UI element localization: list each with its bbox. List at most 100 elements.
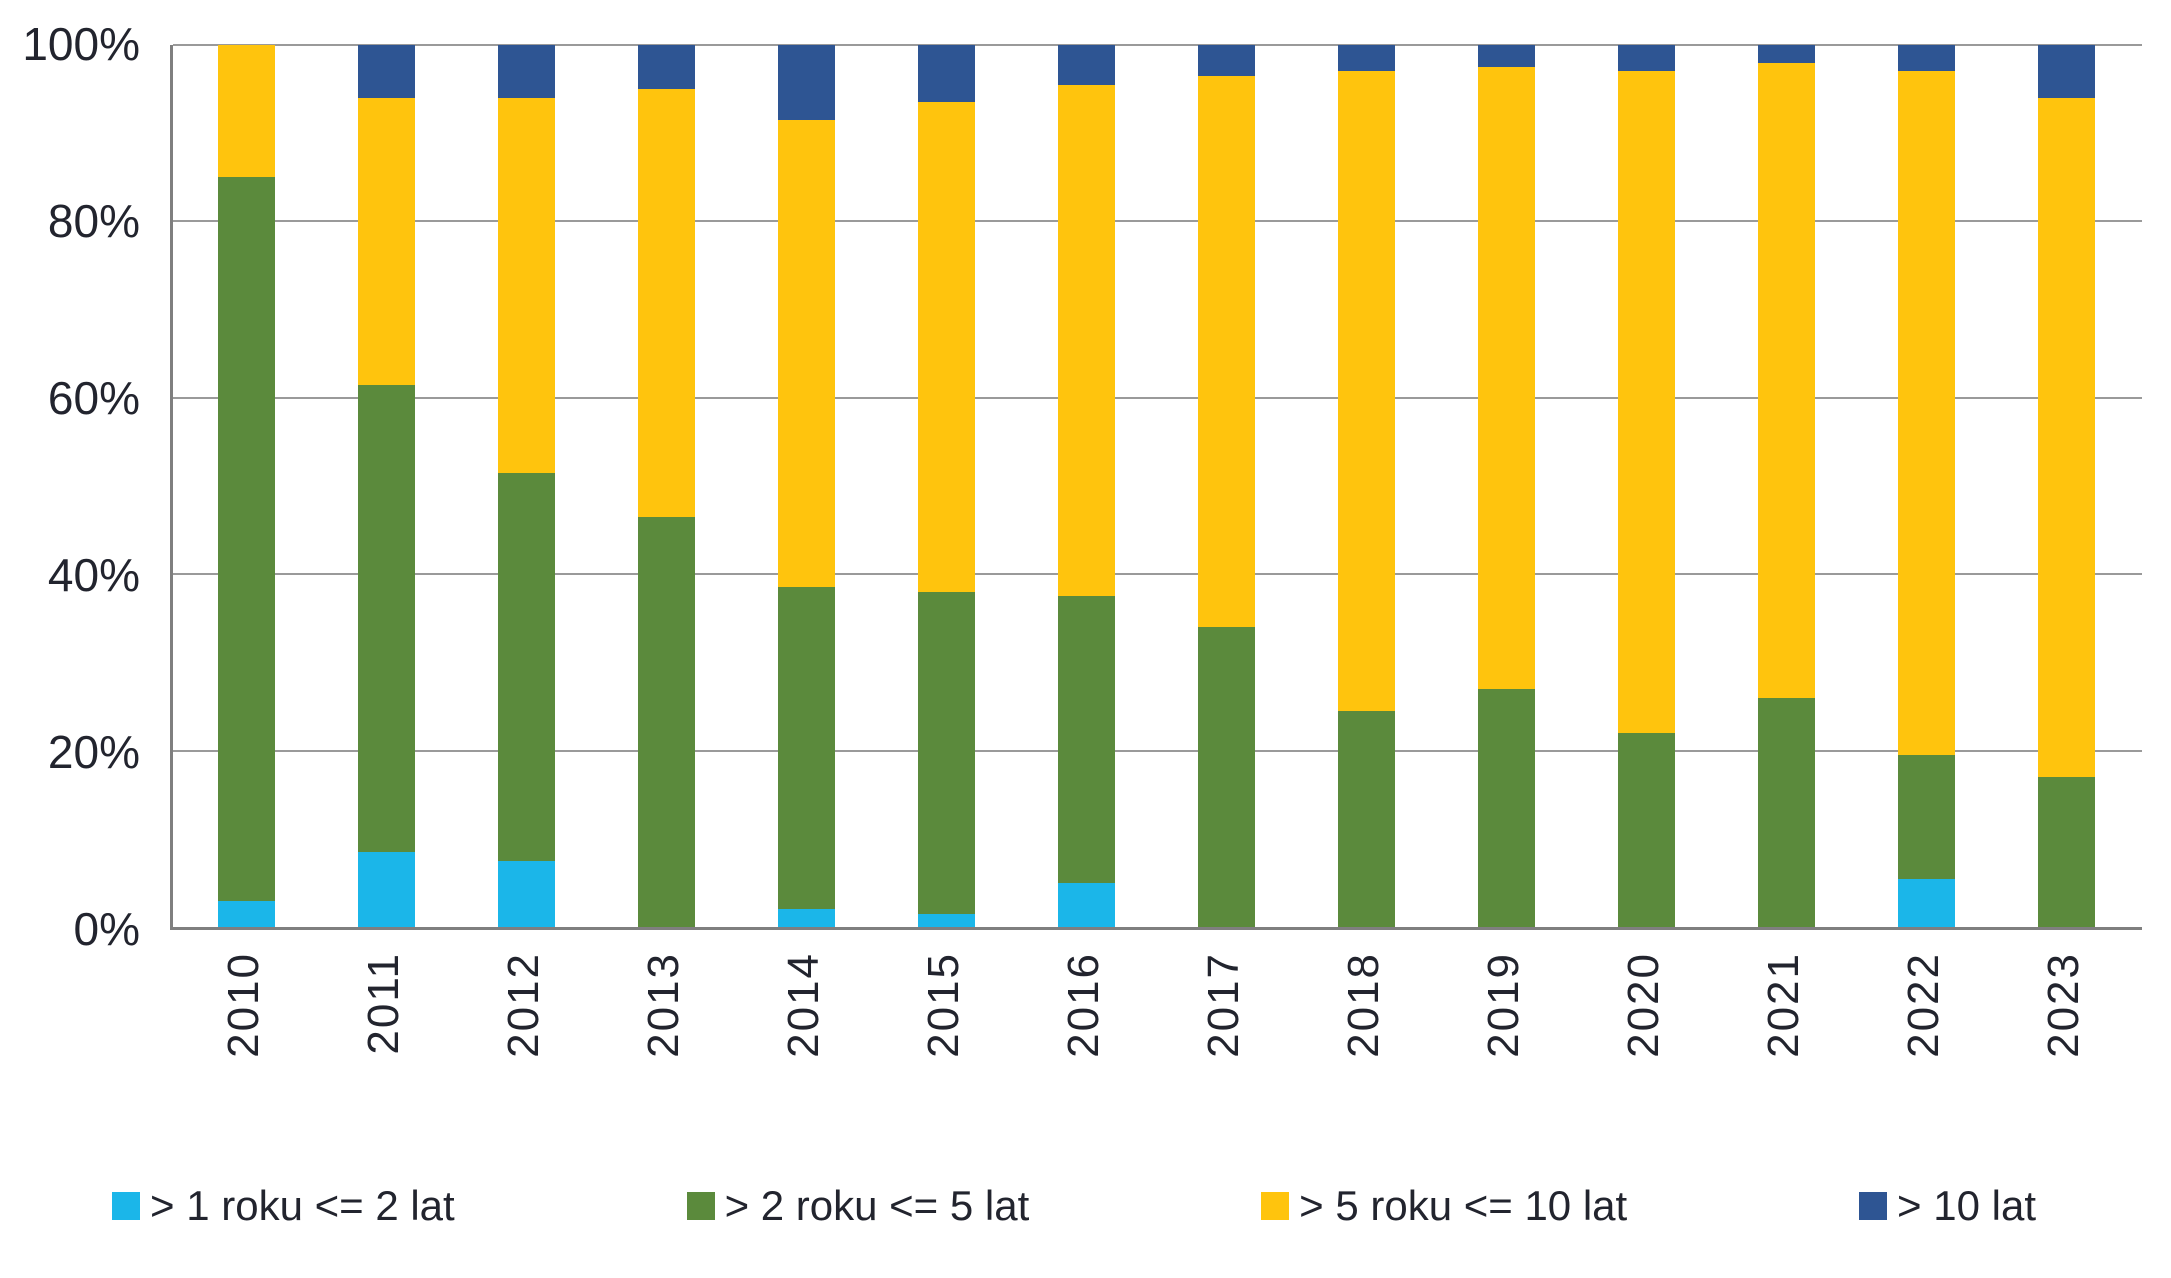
bar-segment-2016-series-2 [1058,84,1115,597]
bar-segment-2010-series-0 [218,900,275,927]
bar-segment-2021-series-3 [1758,45,1815,63]
x-tick-label: 2013 [638,952,688,1058]
bar-segment-2011-series-3 [358,45,415,98]
bar-segment-2012-series-0 [498,860,555,927]
y-axis-tick-labels: 100% 80% 60% 40% 20% 0% [0,18,155,955]
x-tick-slot-2016: 2016 [1055,952,1112,1122]
x-tick-slot-2022: 2022 [1895,952,1952,1122]
bar-segment-2019-series-3 [1478,45,1535,68]
bar-segment-2019-series-2 [1478,67,1535,689]
x-tick-slot-2018: 2018 [1335,952,1392,1122]
bar-segment-2020-series-3 [1618,45,1675,72]
bar-2011 [358,45,415,927]
bar-2018 [1338,45,1395,927]
y-tick-label: 0% [73,902,140,955]
bar-2014 [778,45,835,927]
y-tick-label: 100% [22,17,140,70]
bar-segment-2012-series-2 [498,97,555,473]
x-tick-slot-2023: 2023 [2035,952,2092,1122]
x-tick-slot-2011: 2011 [355,952,412,1122]
bar-segment-2023-series-3 [2038,45,2095,98]
x-tick-label: 2020 [1618,952,1668,1058]
legend-label: > 5 roku <= 10 lat [1299,1182,1628,1229]
legend: > 1 roku <= 2 lat > 2 roku <= 5 lat > 5 ro… [112,1182,2036,1230]
bar-2016 [1058,45,1115,927]
bar-2020 [1618,45,1675,927]
x-tick-slot-2015: 2015 [915,952,972,1122]
bar-segment-2014-series-2 [778,120,835,588]
bar-segment-2013-series-1 [638,516,695,927]
gridline-40 [173,573,2142,576]
bar-segment-2016-series-3 [1058,45,1115,85]
x-tick-slot-2013: 2013 [635,952,692,1122]
bar-segment-2014-series-1 [778,587,835,910]
bar-segment-2011-series-1 [358,384,415,853]
x-tick-slot-2020: 2020 [1615,952,1672,1122]
x-axis-tick-labels: 2010 2011 2012 2013 2014 2015 2016 2017 2018 2019… [170,952,2142,1122]
x-tick-label: 2017 [1198,952,1248,1058]
x-tick-label: 2018 [1338,952,1388,1058]
bar-segment-2017-series-2 [1198,75,1255,628]
x-tick-label: 2019 [1478,952,1528,1058]
x-tick-slot-2014: 2014 [775,952,832,1122]
bar-segment-2018-series-1 [1338,710,1395,927]
x-tick-label: 2011 [358,952,408,1055]
bar-2021 [1758,45,1815,927]
bar-segment-2011-series-2 [358,97,415,385]
bar-segment-2016-series-1 [1058,596,1115,883]
bar-segment-2022-series-2 [1898,71,1955,756]
legend-label: > 1 roku <= 2 lat [150,1182,455,1229]
bar-segment-2017-series-1 [1198,627,1255,927]
bar-segment-2016-series-0 [1058,882,1115,927]
x-tick-label: 2014 [778,952,828,1058]
x-tick-label: 2010 [218,952,268,1058]
bar-2015 [918,45,975,927]
plot-area [170,44,2142,930]
bar-2023 [2038,45,2095,927]
y-tick-label: 40% [47,548,140,601]
bar-segment-2015-series-3 [918,45,975,103]
x-tick-slot-2019: 2019 [1475,952,1532,1122]
bar-segment-2011-series-0 [358,852,415,927]
bar-segment-2022-series-1 [1898,755,1955,879]
bar-2019 [1478,45,1535,927]
legend-label: > 10 lat [1897,1182,2036,1229]
y-tick-label: 20% [47,725,140,778]
y-tick-label: 60% [47,371,140,424]
gridline-100 [173,44,2142,46]
bar-segment-2022-series-0 [1898,878,1955,927]
bar-segment-2010-series-2 [218,45,275,178]
bar-segment-2013-series-2 [638,89,695,517]
gridline-20 [173,749,2142,752]
legend-swatch-icon [1859,1192,1888,1220]
legend-item-2: > 5 roku <= 10 lat [1261,1182,1627,1230]
legend-swatch-icon [686,1192,715,1220]
bar-segment-2015-series-0 [918,913,975,927]
bar-segment-2023-series-1 [2038,777,2095,927]
x-tick-label: 2015 [918,952,968,1058]
bar-segment-2014-series-3 [778,45,835,120]
bar-segment-2019-series-1 [1478,688,1535,927]
legend-item-3: > 10 lat [1859,1182,2036,1230]
x-tick-label: 2012 [498,952,548,1058]
bar-segment-2021-series-2 [1758,62,1815,698]
x-tick-slot-2012: 2012 [495,952,552,1122]
x-tick-slot-2017: 2017 [1195,952,1252,1122]
legend-item-1: > 2 roku <= 5 lat [686,1182,1030,1230]
bar-segment-2018-series-2 [1338,71,1395,711]
bar-segment-2015-series-1 [918,591,975,914]
bar-2010 [218,45,275,927]
x-tick-slot-2021: 2021 [1755,952,1812,1122]
bar-2013 [638,45,695,927]
bar-segment-2014-series-0 [778,909,835,927]
x-tick-label: 2021 [1758,952,1808,1058]
x-tick-label: 2022 [1898,952,1948,1058]
gridline-80 [173,220,2142,223]
bar-segment-2020-series-1 [1618,732,1675,927]
legend-label: > 2 roku <= 5 lat [724,1182,1030,1229]
bar-segment-2022-series-3 [1898,45,1955,72]
x-tick-label: 2016 [1058,952,1108,1058]
gridline-60 [173,396,2142,399]
y-tick-label: 80% [47,194,140,247]
